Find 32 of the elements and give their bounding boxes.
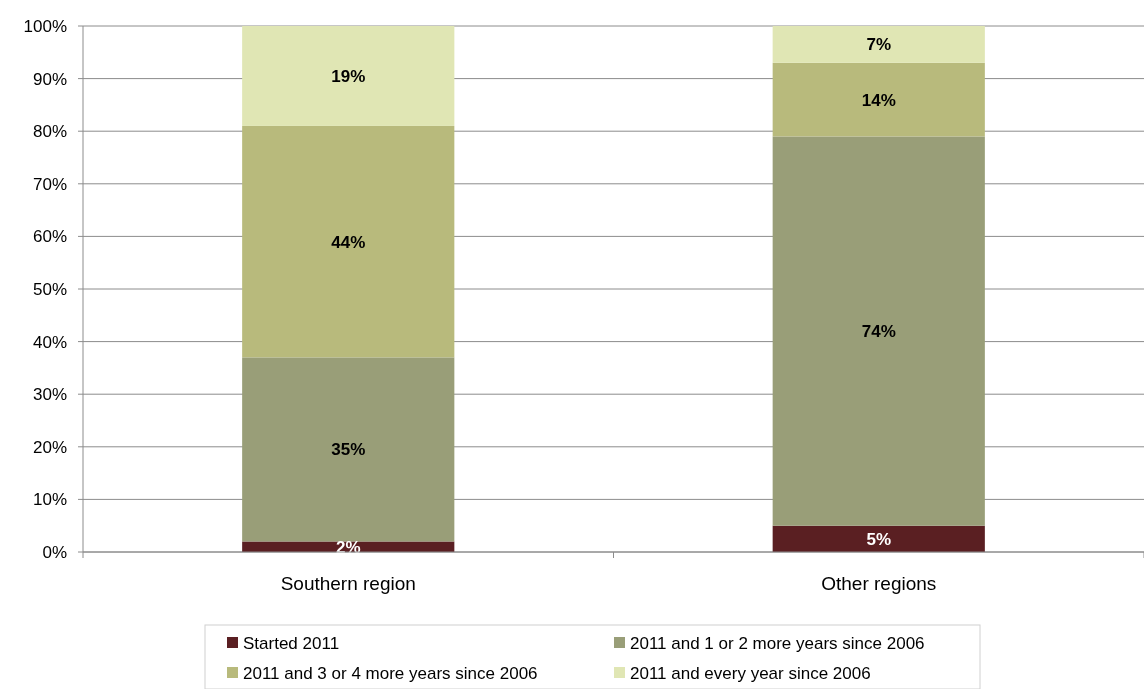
x-tick-label: Other regions xyxy=(821,573,937,594)
bar xyxy=(772,62,985,137)
legend-label: 2011 and 1 or 2 more years since 2006 xyxy=(630,633,925,653)
bar xyxy=(242,26,455,126)
legend-label: Started 2011 xyxy=(243,633,340,653)
bar xyxy=(242,125,455,358)
y-tick-label: 10% xyxy=(32,490,67,510)
y-tick-label: 30% xyxy=(32,385,67,405)
data-label: 35% xyxy=(331,440,366,460)
y-tick-label: 80% xyxy=(32,122,67,142)
bar xyxy=(772,136,985,526)
data-label: 14% xyxy=(861,90,896,110)
bar xyxy=(772,26,985,63)
bar xyxy=(242,357,455,542)
y-tick-label: 100% xyxy=(23,16,67,36)
data-label: 44% xyxy=(331,232,366,252)
y-tick-label: 90% xyxy=(32,69,67,89)
y-tick-label: 70% xyxy=(32,174,67,194)
legend-label: 2011 and 3 or 4 more years since 2006 xyxy=(243,663,538,683)
x-tick-label: Southern region xyxy=(280,573,416,594)
data-label: 19% xyxy=(331,66,366,86)
data-label: 74% xyxy=(861,322,896,342)
y-tick-label: 0% xyxy=(42,542,67,562)
y-tick-label: 50% xyxy=(32,279,67,299)
y-tick-label: 60% xyxy=(32,227,67,247)
y-tick-label: 20% xyxy=(32,437,67,457)
data-label: 5% xyxy=(866,529,892,549)
legend-label: 2011 and every year since 2006 xyxy=(630,663,871,683)
data-label: 2% xyxy=(335,537,361,557)
bar xyxy=(772,525,985,552)
y-tick-label: 40% xyxy=(32,332,67,352)
data-label: 7% xyxy=(866,35,892,55)
